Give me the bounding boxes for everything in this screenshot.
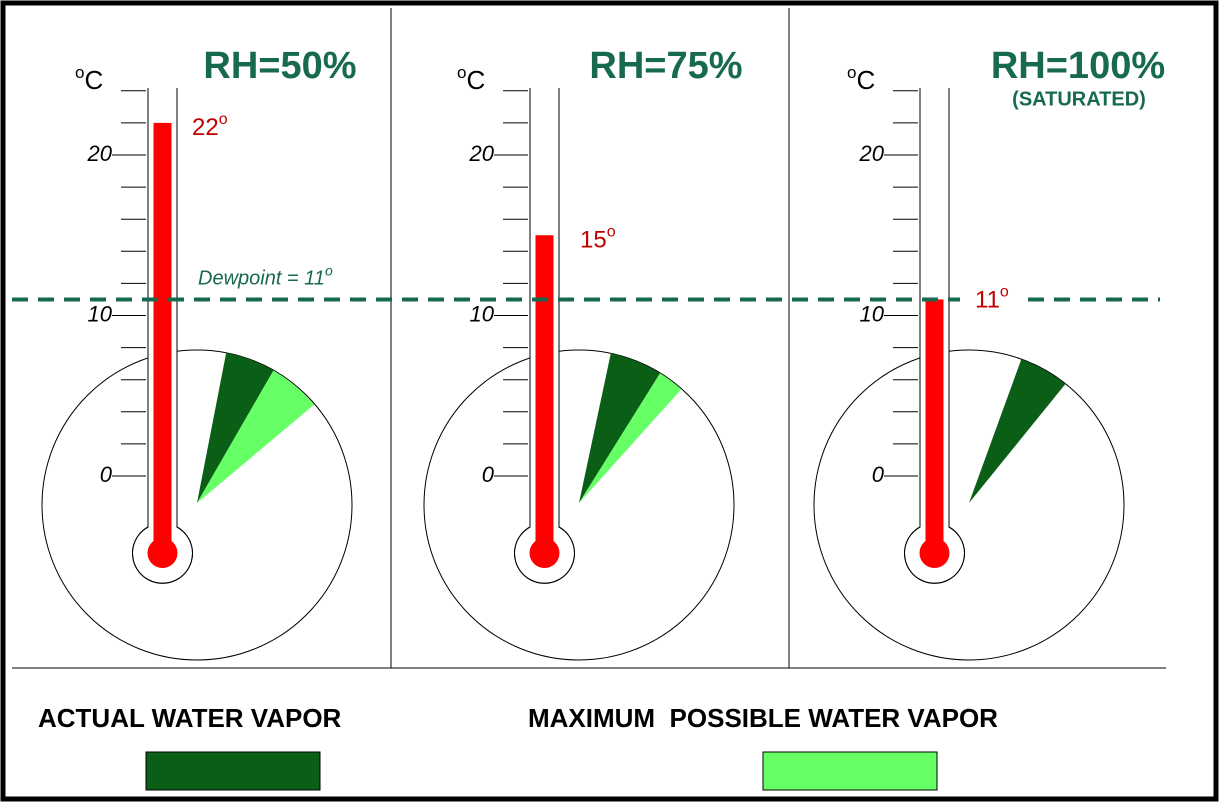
vapor-circle xyxy=(813,349,1125,661)
tick-label: 20 xyxy=(859,141,885,166)
tick-label: 0 xyxy=(100,462,113,487)
temperature-value: 11 xyxy=(975,287,1000,314)
unit: C xyxy=(856,65,875,95)
legend-label: ACTUAL WATER VAPOR xyxy=(38,703,342,733)
unit-label: oC xyxy=(75,63,103,94)
panel-subtitle: (SATURATED) xyxy=(1012,88,1146,110)
dewpoint-sup: o xyxy=(325,262,333,278)
unit-sup: o xyxy=(457,63,466,82)
mercury xyxy=(535,235,554,553)
dewpoint-text: Dewpoint = xyxy=(198,268,304,290)
dewpoint-label: Dewpoint = 11o xyxy=(198,262,333,290)
tick-label: 10 xyxy=(860,301,885,326)
panel-title: RH=50% xyxy=(203,45,356,87)
unit-label: oC xyxy=(847,63,875,94)
temperature-value: 15 xyxy=(580,227,607,254)
temperature-label: 22o xyxy=(192,111,228,141)
tick-label: 0 xyxy=(872,462,885,487)
actual-vapor-wedge xyxy=(197,352,274,503)
unit-sup: o xyxy=(847,63,856,82)
legend-label: MAXIMUM POSSIBLE WATER VAPOR xyxy=(528,703,998,733)
unit-label: oC xyxy=(457,63,485,94)
actual-vapor-wedge xyxy=(969,359,1066,503)
legend-swatch xyxy=(145,751,321,791)
panel-title: RH=75% xyxy=(589,45,742,87)
max-vapor-wedge xyxy=(579,373,682,503)
temperature-label: 15o xyxy=(580,223,616,253)
tick-label: 0 xyxy=(482,462,495,487)
unit: C xyxy=(466,65,485,95)
mercury-bulb xyxy=(529,538,560,568)
tick-label: 10 xyxy=(88,301,113,326)
degree-sup: o xyxy=(219,111,228,128)
mercury xyxy=(153,122,172,554)
tick-label: 10 xyxy=(470,301,495,326)
actual-vapor-wedge xyxy=(579,353,661,503)
mercury-bulb xyxy=(919,538,950,568)
unit: C xyxy=(84,65,103,95)
thermometer-tube xyxy=(514,88,575,584)
temperature-value: 22 xyxy=(192,114,219,141)
vapor-circle xyxy=(423,349,735,661)
thermometer-tube xyxy=(904,88,965,584)
panel-title: RH=100% xyxy=(991,45,1165,87)
mercury-bulb xyxy=(147,538,178,568)
tick-label: 20 xyxy=(469,141,495,166)
degree-sup: o xyxy=(607,223,616,240)
vapor-circle xyxy=(41,349,353,661)
thermometer-tube xyxy=(132,88,193,584)
tick-label: 20 xyxy=(87,141,113,166)
max-vapor-wedge xyxy=(197,370,315,503)
dewpoint-value: 11 xyxy=(304,268,325,290)
unit-sup: o xyxy=(75,63,84,82)
degree-sup: o xyxy=(1000,284,1009,301)
mercury xyxy=(925,299,944,553)
temperature-label: 11o xyxy=(975,284,1009,314)
legend-swatch xyxy=(762,751,938,791)
